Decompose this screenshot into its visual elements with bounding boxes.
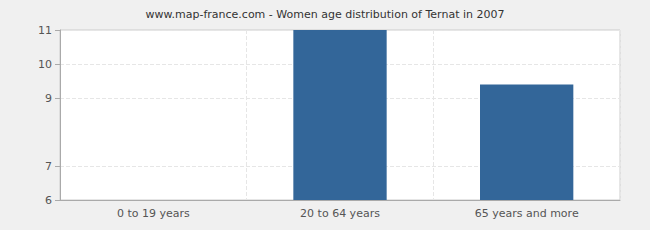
svg-text:65 years and more: 65 years and more	[475, 207, 579, 220]
svg-text:0 to 19 years: 0 to 19 years	[117, 207, 190, 220]
svg-text:7: 7	[45, 160, 52, 173]
svg-text:6: 6	[45, 194, 52, 207]
svg-text:20 to 64 years: 20 to 64 years	[300, 207, 380, 220]
svg-text:9: 9	[45, 92, 52, 105]
svg-text:10: 10	[38, 58, 52, 71]
svg-text:www.map-france.com - Women age: www.map-france.com - Women age distribut…	[146, 8, 505, 21]
svg-text:11: 11	[38, 24, 52, 37]
